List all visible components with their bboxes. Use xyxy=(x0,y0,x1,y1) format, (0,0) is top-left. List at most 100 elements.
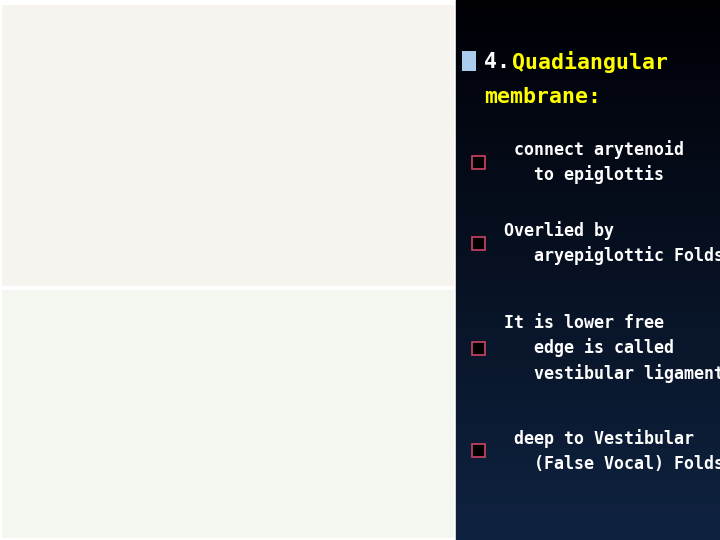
Bar xyxy=(456,533,720,535)
Bar xyxy=(456,169,720,171)
Bar xyxy=(456,23,720,25)
Bar xyxy=(456,508,720,509)
Bar xyxy=(456,182,720,184)
Bar xyxy=(456,47,720,49)
Bar xyxy=(456,464,720,466)
Bar xyxy=(456,85,720,86)
Bar xyxy=(456,146,720,147)
Bar xyxy=(456,420,720,421)
Bar xyxy=(456,371,720,373)
Bar xyxy=(456,234,720,236)
Bar xyxy=(456,123,720,124)
Bar xyxy=(456,255,720,258)
Bar xyxy=(456,81,720,83)
Bar xyxy=(456,150,720,151)
Bar xyxy=(456,92,720,93)
Bar xyxy=(456,227,720,228)
Bar xyxy=(0,0,456,540)
Bar xyxy=(456,97,720,99)
Bar xyxy=(456,471,720,474)
Bar xyxy=(456,297,720,299)
Bar xyxy=(456,498,720,501)
Bar xyxy=(456,130,720,131)
Bar xyxy=(456,268,720,270)
Bar xyxy=(456,184,720,185)
Bar xyxy=(456,390,720,393)
Bar xyxy=(472,237,485,249)
Bar xyxy=(456,450,720,452)
Bar xyxy=(456,254,720,255)
Bar xyxy=(456,164,720,166)
Bar xyxy=(456,265,720,266)
Bar xyxy=(456,88,720,90)
Bar xyxy=(456,38,720,39)
Text: Quadiangular: Quadiangular xyxy=(512,51,668,73)
Bar xyxy=(456,497,720,498)
Bar xyxy=(456,5,720,7)
Bar xyxy=(456,194,720,196)
Bar xyxy=(456,376,720,378)
Bar xyxy=(472,444,485,457)
Bar xyxy=(456,144,720,146)
Bar xyxy=(456,466,720,468)
Bar xyxy=(456,0,720,2)
Bar xyxy=(456,22,720,23)
Bar xyxy=(456,137,720,139)
Bar xyxy=(456,18,720,20)
Bar xyxy=(456,477,720,479)
Bar xyxy=(456,528,720,529)
Bar xyxy=(456,65,720,66)
Bar xyxy=(456,452,720,454)
Bar xyxy=(456,515,720,517)
Bar xyxy=(456,211,720,212)
Bar xyxy=(456,315,720,317)
Bar xyxy=(456,490,720,491)
Bar xyxy=(456,363,720,366)
Bar xyxy=(456,423,720,425)
Bar xyxy=(456,340,720,342)
Bar xyxy=(456,328,720,329)
Bar xyxy=(456,470,720,471)
Bar xyxy=(456,407,720,409)
Bar xyxy=(456,506,720,508)
Bar xyxy=(456,16,720,18)
Bar xyxy=(456,103,720,104)
Bar xyxy=(456,216,720,218)
Bar xyxy=(456,166,720,167)
Bar xyxy=(456,214,720,216)
Bar xyxy=(456,511,720,513)
Bar xyxy=(456,9,720,11)
Bar xyxy=(456,459,720,461)
Text: It is lower free
   edge is called
   vestibular ligament: It is lower free edge is called vestibul… xyxy=(504,314,720,383)
Bar xyxy=(456,83,720,85)
Bar xyxy=(456,247,720,248)
Bar xyxy=(456,155,720,157)
Bar xyxy=(456,443,720,444)
Bar xyxy=(456,61,720,63)
Bar xyxy=(456,113,720,115)
Bar xyxy=(456,347,720,349)
Bar xyxy=(456,398,720,400)
Bar xyxy=(456,455,720,457)
Bar xyxy=(456,383,720,385)
Bar xyxy=(456,482,720,484)
Bar xyxy=(456,299,720,301)
Bar xyxy=(456,74,720,76)
Bar xyxy=(456,178,720,180)
Bar xyxy=(456,403,720,405)
Bar xyxy=(456,177,720,178)
Bar xyxy=(456,270,720,272)
Bar xyxy=(456,239,720,241)
Bar xyxy=(456,432,720,434)
Bar xyxy=(456,286,720,288)
Bar xyxy=(472,342,485,355)
Bar xyxy=(456,322,720,324)
Bar xyxy=(456,147,720,150)
Bar xyxy=(456,135,720,137)
Bar xyxy=(456,225,720,227)
Bar xyxy=(456,378,720,380)
Bar xyxy=(456,63,720,65)
Bar xyxy=(456,223,720,225)
Bar xyxy=(456,112,720,113)
Bar xyxy=(456,441,720,443)
